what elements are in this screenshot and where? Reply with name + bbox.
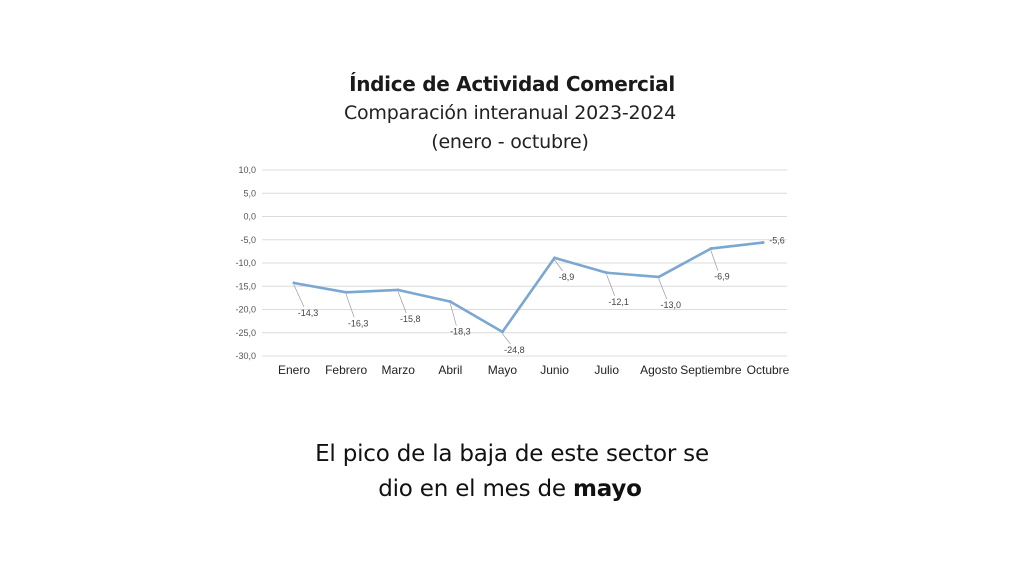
data-label-leader [606, 274, 615, 296]
series-line-group [292, 241, 765, 334]
y-tick-label: 10,0 [238, 165, 256, 175]
x-tick-label: Marzo [382, 363, 416, 377]
data-label-leader [554, 259, 563, 272]
y-axis-tick-labels: 10,0 5,0 0,0 -5,0 -10,0 -15,0 -20,0 -25,0 -30,0 [235, 165, 256, 361]
data-point [396, 288, 400, 292]
data-label: -18,3 [450, 327, 471, 337]
data-label-leader [710, 250, 719, 271]
data-label: -15,8 [400, 314, 421, 324]
x-tick-label: Enero [278, 363, 310, 377]
y-tick-label: -25,0 [235, 328, 256, 338]
line-chart: 10,05,00,0-5,0-10,0-15,0-20,0-25,0-30,0 … [235, 165, 790, 377]
y-tick-label: -5,0 [240, 235, 256, 245]
series-line [292, 241, 765, 334]
y-tick-label: -20,0 [235, 305, 256, 315]
data-label-leader [397, 291, 407, 314]
data-point [553, 256, 557, 260]
data-label: -24,8 [504, 345, 525, 355]
data-point [448, 300, 452, 304]
data-point [292, 281, 296, 285]
data-label-leader [658, 278, 668, 300]
x-tick-label: Octubre [747, 363, 790, 377]
data-label: -12,1 [608, 297, 629, 307]
x-tick-label: Abril [438, 363, 462, 377]
x-tick-label: Agosto [640, 363, 678, 377]
data-point [709, 247, 713, 251]
y-tick-label: 0,0 [243, 212, 256, 222]
data-label-leaders [293, 250, 719, 345]
x-tick-label: Julio [594, 363, 619, 377]
x-tick-label: Junio [540, 363, 569, 377]
x-tick-label: Septiembre [680, 363, 742, 377]
data-labels: -14,3 -16,3 -15,8 -18,3 -24,8 -8,9 -12,1 -13,0 -… [298, 236, 785, 355]
y-tick-label: -10,0 [235, 258, 256, 268]
data-label: -8,9 [559, 272, 575, 282]
chart-subtitle-range: (enero - octubre) [431, 131, 589, 153]
chart-title: Índice de Actividad Comercial [349, 72, 675, 96]
x-tick-label: Febrero [325, 363, 367, 377]
caption-line-2-text: dio en el mes de [378, 476, 573, 502]
x-tick-label: Mayo [488, 363, 518, 377]
caption-highlight-month: mayo [573, 476, 642, 502]
data-label: -14,3 [298, 308, 319, 318]
data-label: -5,6 [769, 236, 785, 246]
x-axis-tick-labels: Enero Febrero Marzo Abril Mayo Junio Julio Agos… [278, 363, 790, 377]
data-label-leader [449, 303, 457, 326]
y-tick-label: 5,0 [243, 188, 256, 198]
data-point [500, 330, 504, 334]
chart-subtitle: Comparación interanual 2023-2024 [343, 102, 677, 124]
data-point [605, 271, 609, 275]
data-label-leader [502, 333, 511, 345]
caption-line-1: El pico de la baja de este sector se [315, 441, 709, 467]
caption-line-2: dio en el mes de mayo [0, 476, 1022, 502]
data-label: -13,0 [661, 300, 682, 310]
data-label: -6,9 [714, 272, 730, 282]
data-label-leader [345, 294, 355, 318]
data-label: -16,3 [348, 318, 369, 328]
data-point [657, 275, 661, 279]
data-point [344, 290, 348, 294]
y-tick-label: -30,0 [235, 351, 256, 361]
data-label-leader [293, 284, 305, 308]
grid-lines [262, 169, 787, 357]
data-point [761, 241, 765, 245]
y-tick-label: -15,0 [235, 281, 256, 291]
